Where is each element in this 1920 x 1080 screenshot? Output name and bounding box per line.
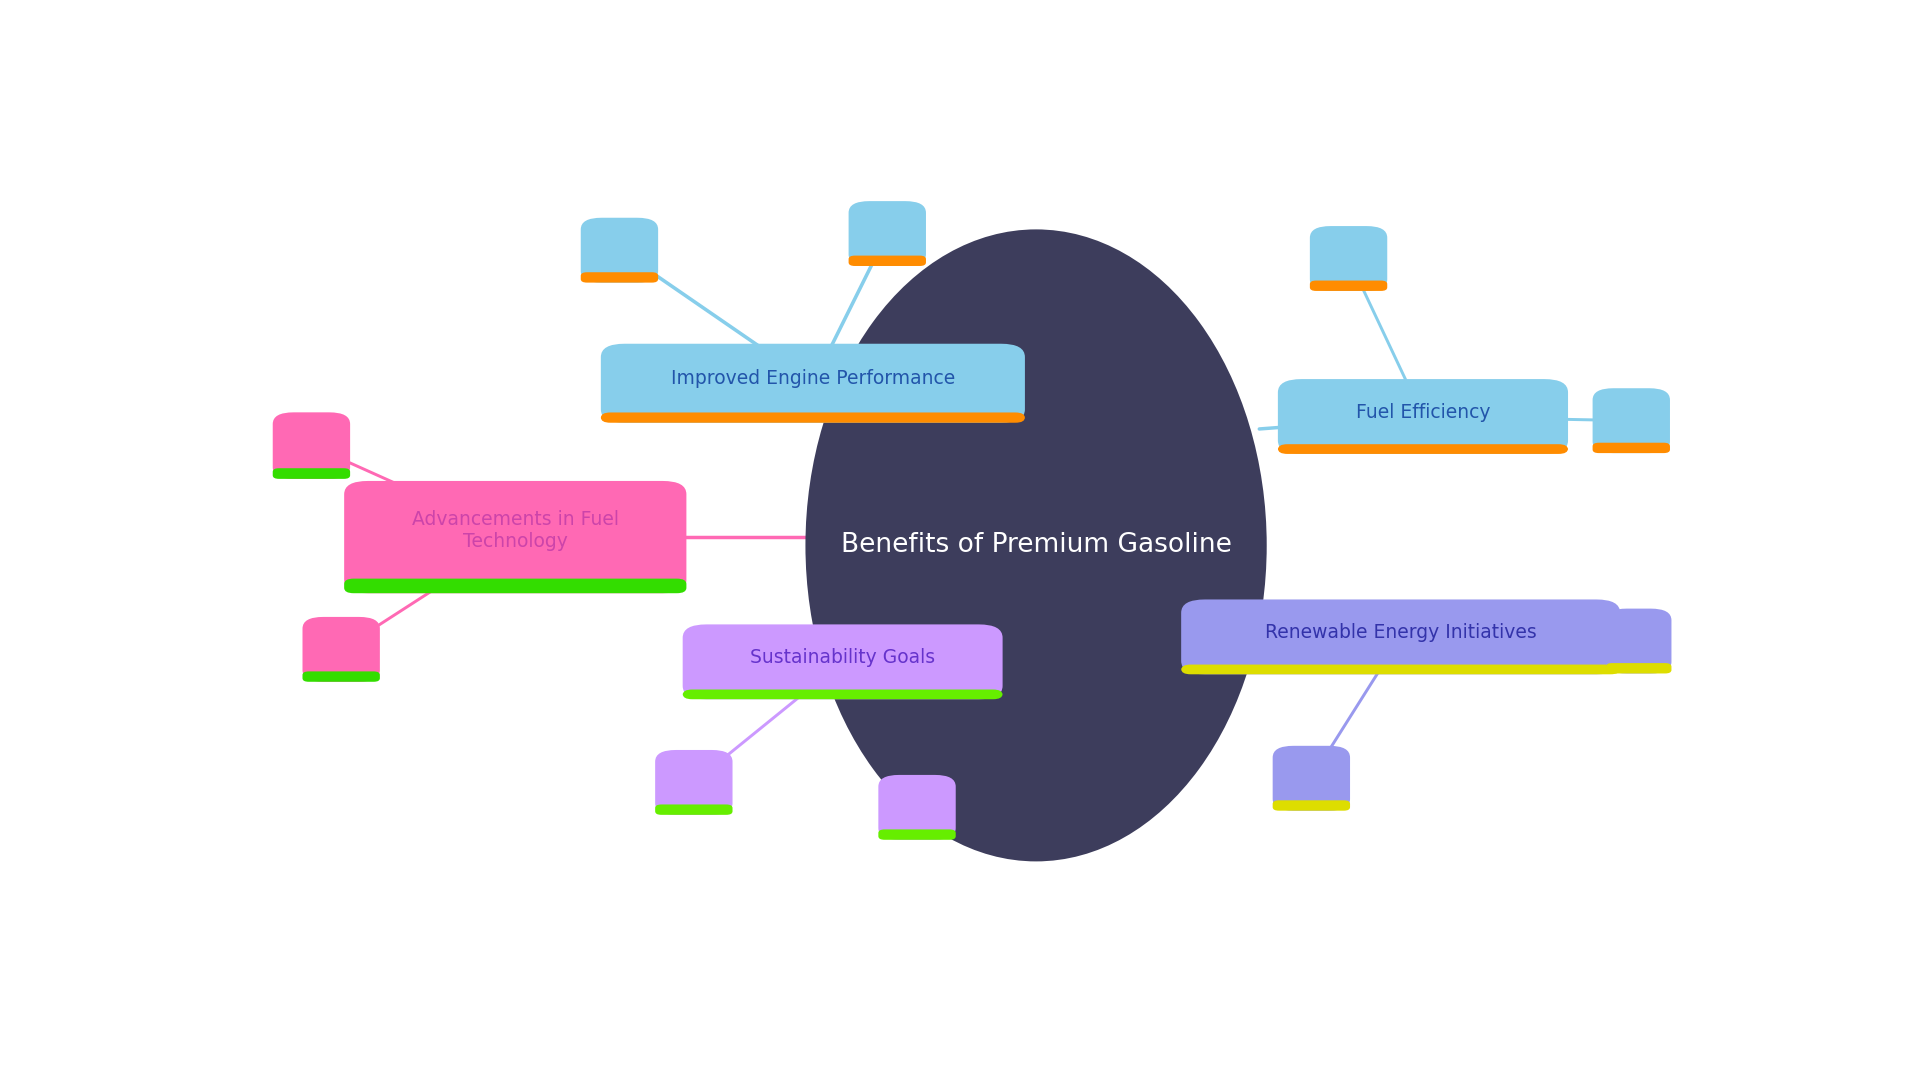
Text: Improved Engine Performance: Improved Engine Performance	[670, 369, 954, 388]
FancyBboxPatch shape	[303, 672, 380, 681]
FancyBboxPatch shape	[877, 829, 956, 840]
FancyBboxPatch shape	[1273, 746, 1350, 811]
FancyBboxPatch shape	[1592, 443, 1670, 454]
FancyBboxPatch shape	[849, 201, 925, 266]
FancyBboxPatch shape	[655, 750, 733, 814]
FancyBboxPatch shape	[344, 579, 687, 593]
FancyBboxPatch shape	[273, 469, 349, 478]
FancyBboxPatch shape	[849, 256, 925, 266]
Ellipse shape	[806, 229, 1267, 862]
FancyBboxPatch shape	[684, 624, 1002, 699]
FancyBboxPatch shape	[601, 413, 1025, 422]
FancyBboxPatch shape	[1181, 599, 1620, 674]
FancyBboxPatch shape	[1605, 663, 1672, 674]
Text: Advancements in Fuel
Technology: Advancements in Fuel Technology	[411, 510, 618, 551]
FancyBboxPatch shape	[344, 481, 687, 593]
FancyBboxPatch shape	[601, 343, 1025, 422]
Text: Renewable Energy Initiatives: Renewable Energy Initiatives	[1265, 623, 1536, 642]
FancyBboxPatch shape	[1279, 379, 1569, 454]
FancyBboxPatch shape	[1605, 609, 1672, 674]
FancyBboxPatch shape	[684, 689, 1002, 699]
FancyBboxPatch shape	[877, 775, 956, 840]
FancyBboxPatch shape	[1309, 281, 1388, 291]
FancyBboxPatch shape	[303, 617, 380, 681]
FancyBboxPatch shape	[1181, 664, 1620, 674]
FancyBboxPatch shape	[1273, 800, 1350, 811]
FancyBboxPatch shape	[580, 218, 659, 283]
FancyBboxPatch shape	[655, 805, 733, 814]
FancyBboxPatch shape	[273, 413, 349, 478]
Text: Sustainability Goals: Sustainability Goals	[751, 648, 935, 666]
Text: Fuel Efficiency: Fuel Efficiency	[1356, 403, 1490, 421]
FancyBboxPatch shape	[1279, 444, 1569, 454]
FancyBboxPatch shape	[1309, 226, 1388, 291]
FancyBboxPatch shape	[1592, 388, 1670, 454]
Text: Benefits of Premium Gasoline: Benefits of Premium Gasoline	[841, 532, 1231, 558]
FancyBboxPatch shape	[580, 272, 659, 283]
